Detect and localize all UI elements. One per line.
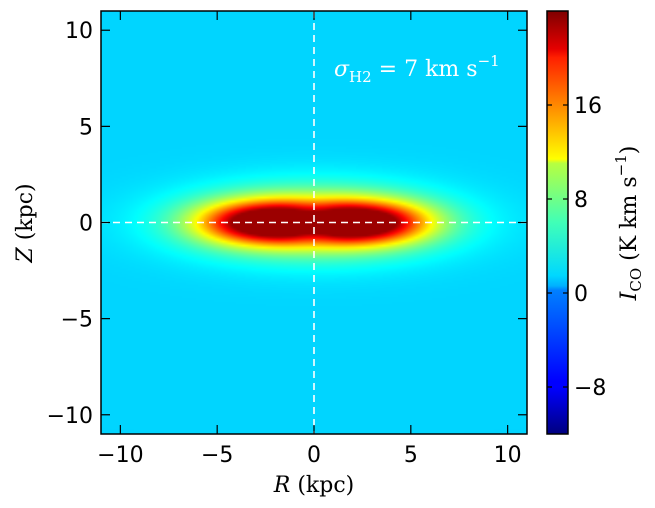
colorbar-gradient [547, 11, 568, 434]
y-axis-ticks: −10 −5 0 5 10 [47, 19, 527, 429]
y-tick-label: 0 [79, 212, 93, 237]
x-tick-label: 10 [494, 443, 522, 468]
colorbar-label: ICO (K km s−1) [612, 146, 645, 302]
colorbar: −8 0 8 16 ICO (K km s−1) [546, 10, 645, 435]
colorbar-tick-label: 0 [574, 282, 588, 307]
x-tick-label: 0 [307, 443, 321, 468]
annotation-equals: = 7 [372, 57, 425, 82]
y-axis-label: Z (kpc) [13, 183, 38, 263]
colorbar-tick-label: 16 [574, 94, 602, 119]
annotation-symbol: σ [334, 57, 350, 82]
colorbar-tick-label: −8 [574, 376, 606, 401]
y-axis-label-unit: (kpc) [13, 183, 38, 240]
sigma-annotation: σH2 = 7 km s−1 [334, 52, 500, 86]
x-axis-label: R (kpc) [273, 473, 354, 498]
y-tick-label: −10 [47, 404, 93, 429]
x-tick-label: −5 [201, 443, 233, 468]
x-axis-label-var: R [273, 473, 291, 498]
annotation-unit-exponent: −1 [478, 52, 500, 70]
colorbar-tick-label: 8 [574, 188, 588, 213]
annotation-subscript: H2 [349, 68, 372, 86]
colorbar-frame [546, 10, 569, 435]
annotation-unit: km s [425, 57, 477, 82]
colorbar-label-sub: CO [627, 268, 645, 292]
colorbar-label-unit: (K km s [617, 176, 642, 267]
y-tick-label: −5 [61, 308, 93, 333]
colorbar-label-exp: −1 [612, 154, 630, 176]
x-tick-label: −10 [97, 443, 143, 468]
y-tick-label: 5 [79, 115, 93, 140]
x-axis-ticks: −10 −5 0 5 10 [97, 11, 522, 468]
colorbar-ticks: −8 0 8 16 [547, 94, 606, 401]
colorbar-label-close: ) [617, 146, 642, 155]
x-axis-label-unit: (kpc) [297, 473, 354, 498]
colorbar-label-var: I [617, 290, 642, 301]
x-tick-label: 5 [404, 443, 418, 468]
y-axis-label-var: Z [13, 247, 38, 264]
y-tick-label: 10 [65, 19, 93, 44]
